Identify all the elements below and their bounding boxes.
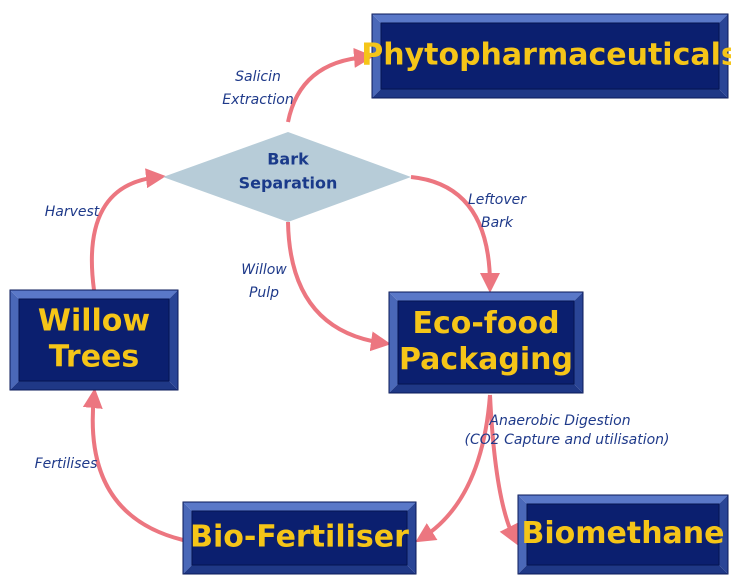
box: Biomethane (517, 494, 729, 575)
box-face (191, 510, 408, 566)
bevel-left (10, 290, 19, 390)
edge-label: Leftover (468, 192, 527, 208)
bevel-bottom (10, 381, 178, 390)
node-label: Phytopharmaceuticals (361, 38, 731, 73)
bevel-top (372, 14, 728, 23)
bevel-bottom (518, 565, 728, 574)
box-face (526, 503, 720, 566)
box-outline (9, 289, 179, 391)
node-label: Biomethane (521, 516, 724, 551)
edge-note: (CO2 Capture and utilisation) (464, 432, 669, 448)
box: Bio-Fertiliser (182, 501, 417, 575)
edge-label: Harvest (45, 204, 100, 220)
node-label: Willow (38, 304, 150, 339)
box-face (18, 298, 170, 382)
bevel-right (407, 502, 416, 574)
edge-label: Anaerobic Digestion (488, 413, 630, 429)
box-outline (182, 501, 417, 575)
decision: Bark Separation (163, 132, 411, 222)
node-label: Separation (239, 174, 338, 193)
node-label: Bark (267, 150, 309, 169)
bevel-right (719, 495, 728, 574)
edge-label: Fertilises (35, 456, 98, 472)
bevel-top (10, 290, 178, 299)
bevel-left (389, 292, 398, 393)
node-label: Eco-food (412, 306, 559, 341)
edges (82, 47, 518, 546)
node-label: Trees (49, 340, 140, 375)
arrow (286, 47, 374, 123)
box-face (397, 300, 575, 385)
bevel-bottom (389, 384, 583, 393)
arrow (488, 394, 518, 546)
bevel-right (574, 292, 583, 393)
edge-label: Pulp (249, 285, 279, 301)
arrow (415, 394, 492, 543)
bevel-left (518, 495, 527, 574)
arrow (82, 388, 184, 542)
diamond (163, 132, 411, 222)
bevel-top (518, 495, 728, 504)
bevel-bottom (183, 565, 416, 574)
edge-label: Salicin (235, 69, 281, 85)
arrow (286, 221, 391, 352)
bevel-right (719, 14, 728, 98)
bevel-bottom (372, 89, 728, 98)
box-outline (388, 291, 584, 394)
box-outline (517, 494, 729, 575)
bevel-top (183, 502, 416, 511)
edge-label: Bark (481, 215, 514, 231)
edge-label: Willow (241, 262, 287, 278)
bevel-left (372, 14, 381, 98)
bevel-left (183, 502, 192, 574)
node-label: Bio-Fertiliser (190, 520, 409, 555)
bevel-right (169, 290, 178, 390)
arrow (410, 175, 500, 293)
arrow (89, 168, 166, 291)
node-label: Packaging (399, 342, 573, 377)
box-face (380, 22, 720, 90)
box-outline (371, 13, 729, 99)
edge-label: Extraction (222, 92, 293, 108)
bevel-top (389, 292, 583, 301)
edge-labels: Salicin Extraction Leftover Bark Willow Pulp H… (35, 69, 670, 472)
nodes: PhytopharmaceuticalsWillowTreesEco-foodP… (9, 13, 731, 575)
box: Phytopharmaceuticals (361, 13, 731, 99)
